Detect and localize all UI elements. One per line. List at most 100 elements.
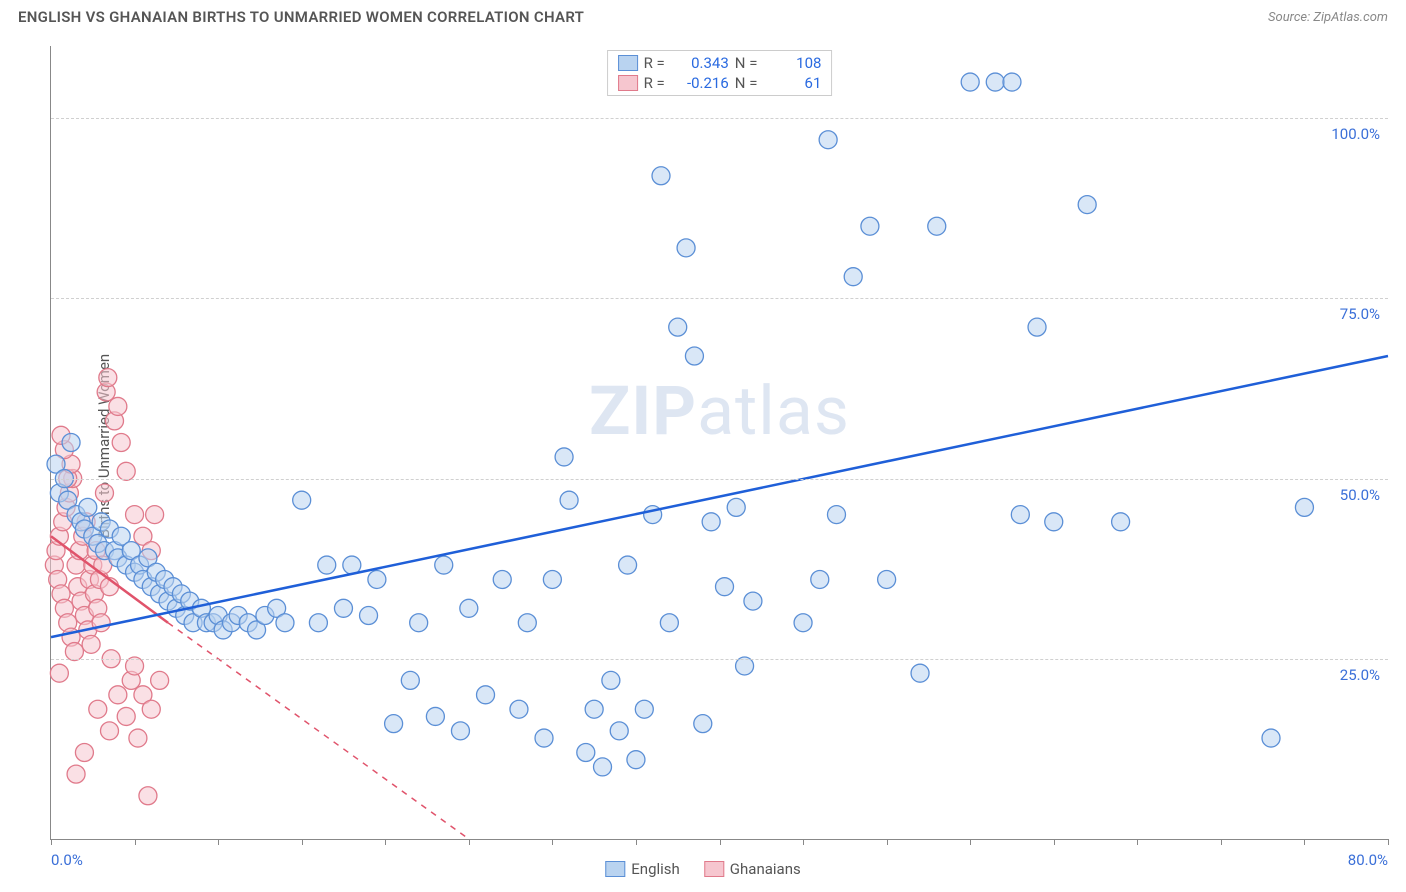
x-tick [1221, 839, 1222, 845]
stats-row-english: R = 0.343 N = 108 [608, 53, 832, 73]
data-point [334, 599, 352, 617]
y-tick-label: 75.0% [1340, 305, 1380, 323]
data-point [702, 513, 720, 531]
data-point [1295, 498, 1313, 516]
data-point [139, 787, 157, 805]
data-point [385, 715, 403, 733]
x-tick [302, 839, 303, 845]
x-tick [135, 839, 136, 845]
data-point [360, 607, 378, 625]
data-point [1028, 318, 1046, 336]
data-point [652, 167, 670, 185]
data-point [744, 592, 762, 610]
data-point [62, 434, 80, 452]
ghanaian-n-value: 61 [763, 74, 821, 92]
r-label: R = [644, 74, 665, 92]
data-point [460, 599, 478, 617]
data-point [619, 556, 637, 574]
stats-legend: R = 0.343 N = 108 R = -0.216 N = 61 [607, 50, 833, 96]
x-tick [1054, 839, 1055, 845]
data-point [1003, 73, 1021, 91]
data-point [635, 700, 653, 718]
data-point [543, 570, 561, 588]
data-point [827, 506, 845, 524]
legend-label-ghanaian: Ghanaians [730, 860, 801, 878]
legend-label-english: English [631, 860, 680, 878]
data-point [426, 707, 444, 725]
x-tick [1388, 839, 1389, 845]
data-point [727, 498, 745, 516]
data-point [79, 498, 97, 516]
x-tick [803, 839, 804, 845]
data-point [100, 722, 118, 740]
data-point [50, 664, 68, 682]
data-point [928, 217, 946, 235]
gridline [51, 479, 1388, 480]
data-point [602, 671, 620, 689]
gridline [51, 659, 1388, 660]
data-point [585, 700, 603, 718]
data-point [594, 758, 612, 776]
data-point [878, 570, 896, 588]
legend-item-english: English [605, 860, 680, 878]
x-tick [51, 839, 52, 845]
data-point [1045, 513, 1063, 531]
data-point [627, 751, 645, 769]
ghanaian-swatch [618, 75, 638, 91]
x-tick [887, 839, 888, 845]
data-point [844, 268, 862, 286]
stats-row-ghanaian: R = -0.216 N = 61 [608, 73, 832, 93]
data-point [560, 491, 578, 509]
x-tick [970, 839, 971, 845]
data-point [95, 484, 113, 502]
data-point [276, 614, 294, 632]
data-point [493, 570, 511, 588]
x-tick [469, 839, 470, 845]
data-point [1112, 513, 1130, 531]
data-point [660, 614, 678, 632]
chart-title: ENGLISH VS GHANAIAN BIRTHS TO UNMARRIED … [18, 8, 584, 26]
x-tick [552, 839, 553, 845]
data-point [819, 131, 837, 149]
data-point [694, 715, 712, 733]
n-label: N = [735, 54, 758, 72]
data-point [677, 239, 695, 257]
data-point [109, 686, 127, 704]
n-label: N = [735, 74, 758, 92]
data-point [410, 614, 428, 632]
data-point [610, 722, 628, 740]
y-tick-label: 100.0% [1331, 125, 1380, 143]
x-tick [1137, 839, 1138, 845]
data-point [518, 614, 536, 632]
data-point [117, 707, 135, 725]
ghanaian-swatch [704, 861, 724, 877]
english-n-value: 108 [763, 54, 821, 72]
data-point [75, 743, 93, 761]
data-point [318, 556, 336, 574]
legend-item-ghanaian: Ghanaians [704, 860, 801, 878]
ghanaian-r-value: -0.216 [671, 74, 729, 92]
data-point [126, 506, 144, 524]
data-point [401, 671, 419, 689]
data-point [477, 686, 495, 704]
y-tick-label: 25.0% [1340, 666, 1380, 684]
data-point [716, 578, 734, 596]
data-point [1262, 729, 1280, 747]
data-point [986, 73, 1004, 91]
data-point [142, 700, 160, 718]
x-tick [385, 839, 386, 845]
x-max-label: 80.0% [1348, 851, 1388, 869]
data-point [109, 397, 127, 415]
chart-plot-area: ZIPatlas R = 0.343 N = 108 R = -0.216 N … [50, 46, 1388, 840]
english-swatch [605, 861, 625, 877]
regression-line [168, 623, 469, 839]
data-point [451, 722, 469, 740]
data-point [99, 369, 117, 387]
data-point [794, 614, 812, 632]
data-point [112, 434, 130, 452]
english-swatch [618, 55, 638, 71]
data-point [535, 729, 553, 747]
x-tick [218, 839, 219, 845]
data-point [129, 729, 147, 747]
data-point [67, 765, 85, 783]
